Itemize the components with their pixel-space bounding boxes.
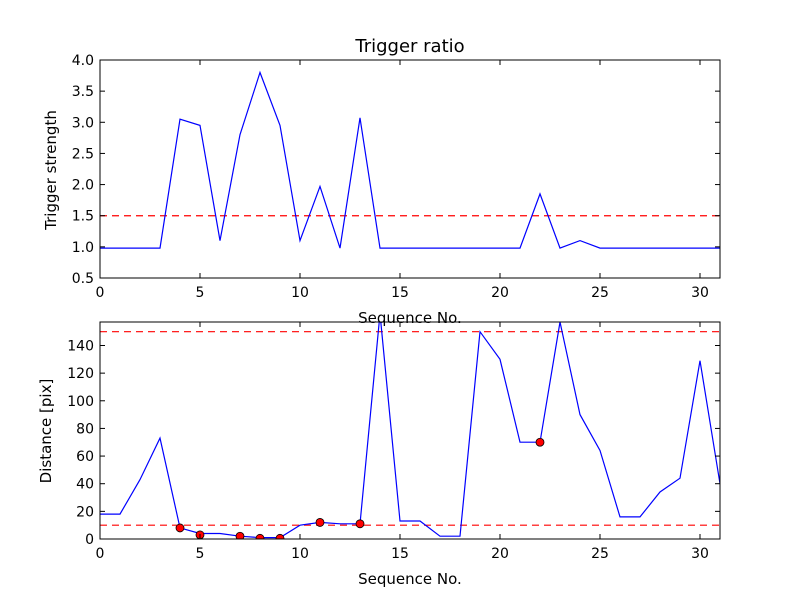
x-tick-label: 0 [96,285,105,301]
y-tick-label: 20 [76,504,94,520]
y-tick-label: 3.5 [72,84,94,100]
series-line [100,70,720,249]
y-tick-label: 1.0 [72,240,94,256]
distance-chart: Sequence No. Distance [pix] 0 5 10 15 20 25 30… [37,321,721,588]
x-axis-label: Sequence No. [358,309,462,327]
y-tick-label: 3.0 [72,115,94,131]
x-tick-label: 10 [291,546,309,562]
y-axis-label: Trigger strength [42,110,60,231]
x-tick-label: 0 [96,546,105,562]
data-marker [315,518,325,527]
x-tick-label: 5 [196,546,205,562]
data-marker [275,533,285,539]
data-marker [175,523,185,533]
x-tick-label: 25 [591,285,609,301]
y-tick-label: 1.5 [72,209,94,225]
plot-area [100,322,720,539]
x-tick-label: 30 [691,285,709,301]
trigger-ratio-chart: Trigger ratio Sequence No. Trigger stren… [42,36,721,327]
y-tick-label: 2.5 [72,146,94,162]
data-marker [255,533,265,539]
x-tick-label: 25 [591,546,609,562]
y-tick-label: 120 [67,366,94,382]
series-line [100,322,720,539]
data-marker [535,437,545,447]
data-marker [355,519,365,529]
y-tick-label: 60 [76,449,94,465]
x-tick-label: 20 [491,285,509,301]
x-axis-label: Sequence No. [358,570,462,588]
y-tick-label: 2.0 [72,178,94,194]
y-tick-label: 0.5 [72,271,94,287]
y-tick-label: 140 [67,338,94,354]
x-tick-label: 20 [491,546,509,562]
x-tick-label: 30 [691,546,709,562]
plot-frame [99,321,721,540]
x-tick-label: 5 [196,285,205,301]
plot-area [100,70,720,249]
plot-frame [99,59,721,279]
y-axis-label: Distance [pix] [37,379,55,484]
y-tick-label: 100 [67,394,94,410]
x-tick-label: 15 [391,546,409,562]
y-tick-label: 80 [76,421,94,437]
y-tick-label: 0 [85,532,94,548]
chart-title: Trigger ratio [354,36,464,57]
y-tick-label: 40 [76,477,94,493]
data-marker [235,531,245,539]
y-tick-label: 4.0 [72,53,94,69]
x-tick-label: 15 [391,285,409,301]
x-tick-label: 10 [291,285,309,301]
